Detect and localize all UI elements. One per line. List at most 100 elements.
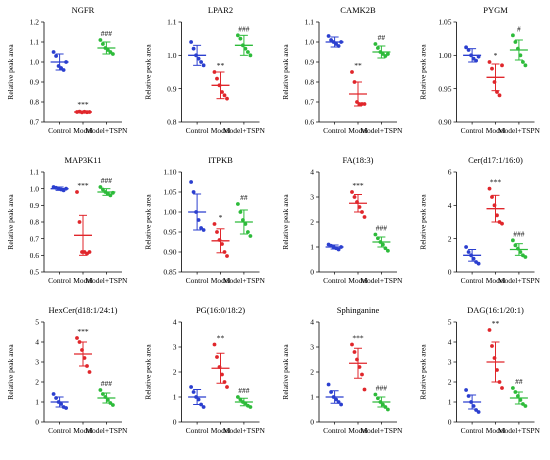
data-point — [222, 380, 227, 384]
data-point — [373, 392, 378, 397]
data-point — [511, 238, 515, 243]
data-point — [215, 76, 219, 81]
data-point — [191, 390, 196, 394]
data-point — [376, 46, 380, 50]
significance-label: ** — [217, 334, 225, 343]
y-tick-label: 0.9 — [167, 84, 177, 93]
y-tick-label: 4 — [448, 201, 452, 210]
y-tick-label: 6 — [448, 168, 452, 177]
data-point — [243, 46, 248, 51]
y-tick-label: 2 — [173, 368, 177, 377]
data-point — [189, 385, 194, 389]
chart-panel: ITPKB 0.85 0.90 0.95 1.00 1.05 1.10 Relative pe… — [144, 155, 266, 285]
data-point — [241, 218, 245, 222]
x-tick-label: Model+TSPN — [498, 276, 541, 285]
x-tick-label: Model — [73, 426, 93, 435]
data-point — [189, 40, 194, 44]
significance-label: ## — [378, 33, 386, 42]
data-point — [471, 256, 476, 261]
y-tick-label: 1.0 — [305, 38, 315, 47]
data-point — [222, 250, 227, 254]
y-tick-label: 1.05 — [438, 18, 451, 27]
significance-label: ### — [376, 224, 388, 233]
y-tick-label: 0.90 — [163, 248, 176, 257]
data-point — [466, 250, 471, 254]
y-tick-label: 3 — [35, 358, 39, 367]
significance-label: * — [494, 51, 498, 60]
data-point — [329, 390, 333, 394]
data-point — [212, 342, 217, 347]
data-point — [98, 185, 103, 189]
data-point — [495, 368, 499, 372]
data-point — [54, 54, 58, 58]
x-tick-label: Model+TSPN — [360, 426, 403, 435]
data-point — [191, 46, 196, 51]
y-axis-label: Relative peak area — [144, 194, 153, 250]
data-point — [495, 213, 499, 218]
y-tick-label: 1 — [310, 393, 314, 402]
y-tick-label: 1.00 — [163, 208, 176, 217]
data-point — [217, 365, 222, 369]
y-tick-label: 0.8 — [30, 218, 40, 227]
y-tick-label: 0.8 — [30, 98, 40, 107]
y-tick-label: 2 — [310, 368, 314, 377]
data-point — [215, 355, 219, 359]
chart-title: PG(16:0/18:2) — [196, 305, 245, 315]
data-point — [487, 328, 492, 332]
data-point — [87, 250, 92, 254]
y-tick-label: 2 — [310, 218, 314, 227]
x-tick-label: Model — [348, 126, 368, 135]
significance-label: ### — [101, 379, 113, 388]
data-point — [523, 404, 528, 408]
y-tick-label: 2 — [35, 378, 39, 387]
y-axis-label: Relative peak area — [419, 344, 428, 400]
y-axis-label: Relative peak area — [144, 344, 153, 400]
data-point — [85, 364, 89, 368]
chart-title: CAMK2B — [340, 5, 376, 15]
data-point — [355, 357, 359, 362]
x-tick-label: Control — [186, 426, 209, 435]
data-point — [476, 410, 481, 414]
y-axis-label: Relative peak area — [419, 194, 428, 250]
data-point — [225, 96, 229, 101]
y-tick-label: 1.10 — [163, 168, 176, 177]
x-tick-label: Model+TSPN — [85, 276, 128, 285]
data-point — [222, 93, 227, 98]
y-tick-label: 1.0 — [30, 184, 40, 193]
y-tick-label: 1.2 — [30, 18, 40, 27]
data-point — [82, 356, 87, 360]
data-point — [98, 388, 103, 392]
data-point — [98, 38, 103, 42]
y-tick-label: 1.1 — [30, 38, 40, 47]
data-point — [352, 80, 357, 84]
data-point — [236, 202, 240, 206]
data-point — [476, 261, 481, 266]
y-axis-label: Relative peak area — [6, 344, 15, 400]
data-point — [518, 398, 523, 402]
data-point — [350, 190, 354, 194]
chart-title: LPAR2 — [208, 5, 233, 15]
data-point — [497, 380, 502, 384]
data-point — [518, 53, 523, 58]
y-tick-label: 0.7 — [30, 118, 40, 127]
significance-label: ** — [492, 319, 500, 328]
x-tick-label: Model+TSPN — [498, 126, 541, 135]
data-point — [513, 390, 518, 394]
y-tick-label: 1.1 — [305, 18, 315, 27]
data-point — [87, 370, 92, 374]
y-tick-label: 0.95 — [438, 84, 451, 93]
data-point — [381, 242, 385, 247]
y-tick-label: 0.6 — [30, 251, 40, 260]
y-axis-label: Relative peak area — [6, 194, 15, 250]
data-point — [201, 63, 206, 68]
data-point — [212, 70, 217, 74]
y-axis-label: Relative peak area — [6, 44, 15, 100]
y-tick-label: 0.7 — [305, 98, 315, 107]
y-tick-label: 4 — [310, 168, 314, 177]
data-point — [376, 396, 380, 401]
y-tick-label: 0.9 — [30, 201, 40, 210]
data-point — [469, 53, 473, 58]
data-point — [101, 42, 105, 46]
significance-label: ** — [217, 61, 225, 70]
